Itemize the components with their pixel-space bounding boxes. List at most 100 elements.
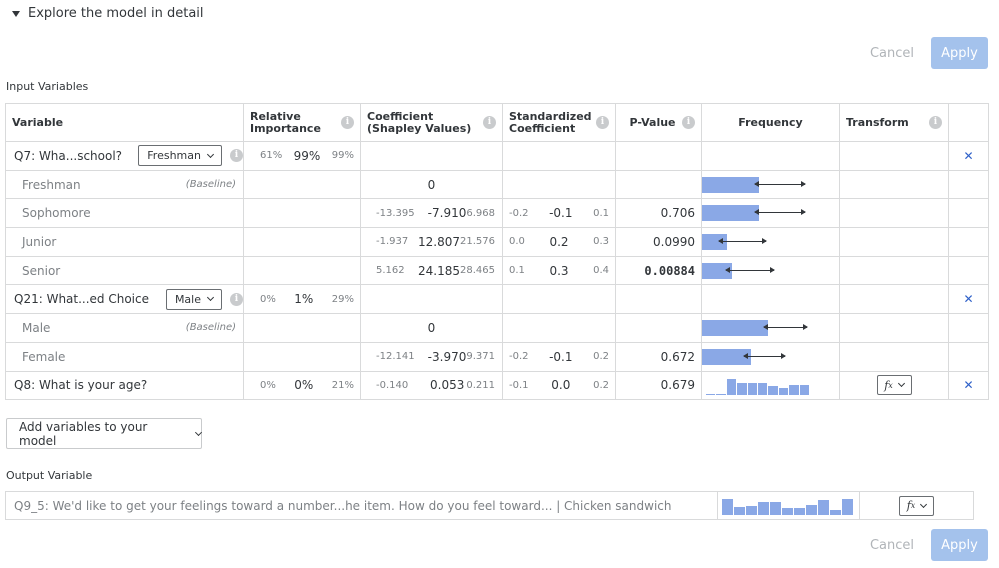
histogram-bars — [722, 499, 854, 515]
table-row: Q7: Wha...school? Freshman i 61% 99% 99% ✕ — [5, 141, 989, 171]
pvalue: 0.0990 — [615, 227, 702, 257]
info-icon[interactable]: i — [230, 149, 243, 163]
variable-name: Q7: Wha...school? — [14, 148, 123, 163]
variable-name: Q8: What is your age? — [14, 378, 148, 393]
chevron-down-icon — [897, 380, 905, 388]
histogram-bar — [734, 507, 745, 515]
frequency-fill — [702, 205, 759, 222]
header-variable: Variable — [5, 103, 244, 142]
histogram-bars — [706, 379, 810, 396]
histogram-bar — [830, 510, 841, 515]
baseline-dropdown[interactable]: Male — [165, 288, 222, 310]
frequency-bar — [702, 343, 839, 371]
frequency-bar — [702, 171, 839, 199]
model-table: Variable Relative Importance i Coefficient… — [5, 103, 989, 401]
histogram-bar — [758, 502, 769, 515]
frequency-fill — [702, 320, 768, 337]
histogram-bar — [794, 507, 805, 515]
chevron-down-icon — [920, 500, 928, 508]
confidence-interval-arrow — [725, 266, 776, 273]
confidence-interval-arrow — [762, 324, 808, 331]
triangle-down-icon — [12, 10, 20, 17]
histogram-bar — [789, 384, 799, 396]
histogram-bar — [799, 384, 809, 396]
explore-model-label: Explore the model in detail — [28, 5, 204, 21]
level-name: Male — [22, 320, 51, 335]
confidence-interval-arrow — [753, 209, 806, 216]
close-icon[interactable]: ✕ — [948, 370, 989, 401]
info-icon[interactable]: i — [929, 115, 942, 129]
header-transform: Transform i — [839, 103, 949, 142]
info-icon[interactable]: i — [483, 115, 496, 129]
table-row: Junior -1.937 12.807 21.576 0.0 0.2 0.3 0.09… — [5, 227, 989, 257]
level-name: Freshman — [22, 177, 81, 192]
pvalue: 0.00884 — [615, 255, 702, 286]
histogram-bar — [842, 499, 853, 515]
frequency-bar — [702, 199, 839, 227]
histogram-bar — [778, 388, 789, 396]
histogram-bar — [706, 393, 716, 396]
close-icon[interactable]: ✕ — [948, 141, 989, 171]
histogram-bar — [716, 394, 726, 396]
histogram-bar — [806, 505, 817, 515]
cancel-button-bottom[interactable]: Cancel — [866, 529, 918, 561]
coefficient-value: 0 — [360, 169, 503, 200]
histogram-bar — [818, 499, 829, 515]
table-row: Q8: What is your age? 0% 0% 21% -0.140 0.05… — [5, 370, 989, 401]
level-name: Junior — [22, 234, 57, 249]
variable-name: Q21: What...ed Choice — [14, 292, 149, 307]
histogram-bar — [726, 379, 737, 396]
header-remove — [948, 103, 989, 142]
frequency-bar — [702, 257, 839, 285]
frequency-fill — [702, 176, 759, 193]
histogram-bar — [746, 506, 757, 515]
table-row: Sophomore -13.395 -7.910 6.968 -0.2 -0.1 0.1… — [5, 198, 989, 229]
info-icon[interactable]: i — [230, 292, 243, 306]
table-row: Male (Baseline) 0 — [5, 313, 989, 343]
explore-model-toggle[interactable]: Explore the model in detail — [12, 4, 204, 22]
histogram-bar — [782, 507, 793, 515]
close-icon[interactable]: ✕ — [948, 284, 989, 315]
header-pvalue: P-Value i — [615, 103, 702, 142]
output-variable-row: Q9_5: We'd like to get your feelings tow… — [5, 491, 974, 520]
table-row: Senior 5.162 24.185 28.465 0.1 0.3 0.4 0.008… — [5, 255, 989, 286]
output-variable-name: Q9_5: We'd like to get your feelings tow… — [6, 492, 718, 519]
input-variables-label: Input Variables — [6, 80, 89, 93]
table-row: Freshman (Baseline) 0 — [5, 169, 989, 200]
level-name: Female — [22, 349, 66, 364]
level-name: Sophomore — [22, 206, 91, 221]
info-icon[interactable]: i — [341, 115, 354, 129]
chevron-down-icon — [206, 150, 215, 158]
histogram-bar — [770, 502, 781, 515]
confidence-interval-arrow — [753, 180, 806, 187]
baseline-dropdown[interactable]: Freshman — [138, 145, 222, 167]
frequency-histogram — [702, 372, 839, 400]
header-frequency: Frequency — [701, 103, 840, 142]
pvalue: 0.679 — [615, 370, 702, 401]
histogram-bar — [768, 385, 778, 396]
chevron-down-icon — [206, 294, 215, 302]
confidence-interval-arrow — [742, 352, 786, 359]
add-variables-button[interactable]: Add variables to your model — [6, 418, 203, 449]
output-histogram — [718, 492, 860, 519]
apply-button-top[interactable]: Apply — [931, 37, 988, 69]
frequency-bar — [702, 314, 839, 342]
chevron-down-icon — [195, 428, 203, 436]
header-standardized: Standardized Coefficient i — [502, 103, 616, 142]
histogram-bar — [737, 383, 747, 396]
header-relative-importance: Relative Importance i — [243, 103, 361, 142]
header-coefficient: Coefficient (Shapley Values) i — [360, 103, 503, 142]
table-row: Q21: What...ed Choice Male i 0% 1% 29% ✕ — [5, 284, 989, 315]
level-name: Senior — [22, 263, 61, 278]
apply-button-bottom[interactable]: Apply — [931, 529, 988, 561]
frequency-fill — [702, 348, 751, 365]
pvalue: 0.706 — [615, 198, 702, 229]
info-icon[interactable]: i — [596, 115, 609, 129]
frequency-fill — [702, 234, 727, 251]
histogram-bar — [757, 383, 768, 396]
cancel-button-top[interactable]: Cancel — [866, 37, 918, 69]
frequency-fill — [702, 262, 732, 279]
info-icon[interactable]: i — [682, 115, 695, 129]
